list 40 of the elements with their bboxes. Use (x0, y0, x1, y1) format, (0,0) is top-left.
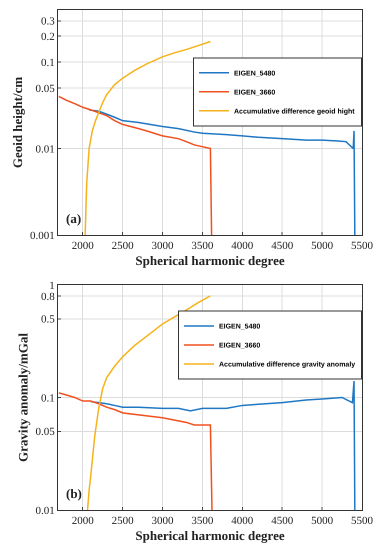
line-series (86, 295, 212, 510)
y-tick-label: 0.8 (41, 290, 56, 303)
x-axis-title: Spherical harmonic degree (135, 252, 285, 268)
y-tick-label: 0.2 (41, 30, 55, 43)
x-tick-label: 2500 (112, 515, 134, 528)
y-tick-label: 0.3 (41, 16, 56, 28)
x-tick-label: 3500 (191, 240, 214, 252)
x-tick-label: 5000 (311, 240, 334, 252)
y-tick-label: 1 (49, 280, 55, 292)
y-tick-label: 0.1 (41, 392, 55, 404)
x-axis-title: Spherical harmonic degree (135, 528, 285, 543)
y-tick-label: 0.5 (41, 314, 56, 326)
x-tick-label: 3000 (152, 515, 174, 528)
x-tick-label: 4000 (231, 515, 254, 528)
y-tick-label: 0.05 (36, 82, 56, 95)
y-tick-label: 0.001 (30, 230, 55, 242)
y-tick-label: 0.01 (36, 504, 55, 517)
line-series (84, 40, 212, 235)
x-tick-label: 3500 (191, 515, 214, 528)
y-tick-label: 0.1 (41, 56, 55, 69)
y-tick-label: 0.01 (36, 143, 55, 156)
x-tick-label: 4000 (231, 240, 254, 252)
y-axis-title: Gravity anomaly/mGal (16, 332, 30, 462)
x-tick-label: 3000 (152, 240, 174, 252)
x-tick-label: 5000 (311, 515, 334, 528)
y-axis-title: Geoid height/cm (10, 76, 25, 168)
x-tick-label: 2500 (112, 240, 134, 252)
line-series (58, 96, 212, 235)
line-series (90, 380, 356, 510)
x-tick-label: 4500 (271, 240, 294, 252)
y-tick-label: 0.05 (36, 426, 56, 438)
x-tick-label: 2000 (72, 515, 94, 528)
x-tick-label: 5500 (351, 240, 374, 252)
x-tick-label: 5500 (351, 515, 374, 528)
x-tick-label: 2000 (72, 240, 94, 252)
line-series (58, 392, 213, 510)
line-series (88, 109, 356, 235)
annotation: (a) (66, 211, 82, 226)
x-tick-label: 4500 (271, 515, 294, 528)
annotation: (b) (66, 486, 82, 501)
